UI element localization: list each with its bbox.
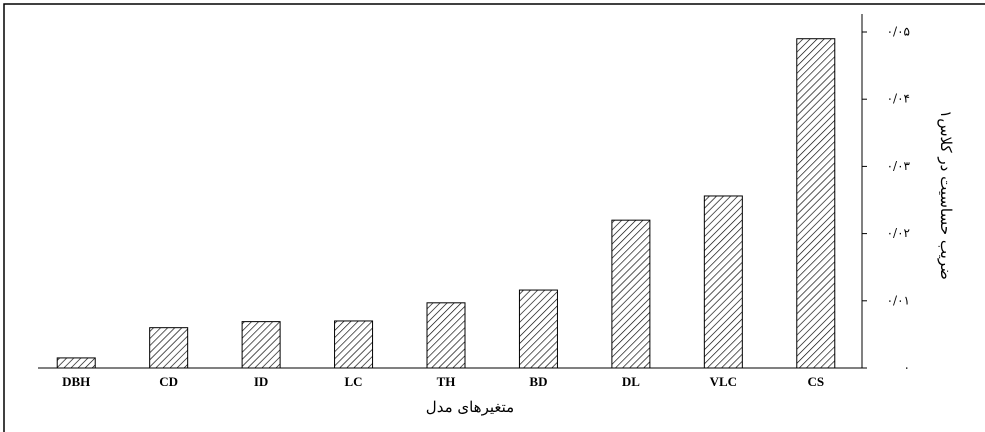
- bar: [56, 357, 96, 369]
- x-tick-label: CD: [159, 374, 178, 389]
- y-tick-label: ۰/۰۵: [887, 25, 910, 39]
- x-axis-title: متغیرهای مدل: [426, 398, 514, 416]
- bar: [241, 321, 281, 369]
- bar: [611, 219, 651, 369]
- y-tick-label: ۰/۰۴: [887, 92, 910, 106]
- x-tick-label: DL: [622, 374, 640, 389]
- y-axis-title: ضریب حساسیت در کلاس۱: [937, 110, 955, 280]
- y-tick-label: ۰/۰۱: [887, 293, 910, 307]
- x-tick-label: CS: [807, 374, 824, 389]
- x-tick-label: BD: [529, 374, 547, 389]
- y-tick-label: ۰/۰۲: [887, 226, 910, 240]
- bar: [334, 320, 374, 369]
- x-tick-label: LC: [345, 374, 363, 389]
- bar: [149, 327, 189, 369]
- bar: [426, 302, 466, 369]
- x-tick-label: DBH: [62, 374, 90, 389]
- bar: [703, 195, 743, 369]
- x-tick-label: TH: [437, 374, 456, 389]
- frame: [3, 3, 985, 432]
- y-tick-label: ۰/۰۳: [887, 159, 911, 173]
- bar: [518, 289, 558, 369]
- x-tick-label: VLC: [710, 374, 737, 389]
- bar: [796, 38, 836, 369]
- y-tick-label: ۰: [904, 361, 910, 375]
- x-tick-label: ID: [254, 374, 268, 389]
